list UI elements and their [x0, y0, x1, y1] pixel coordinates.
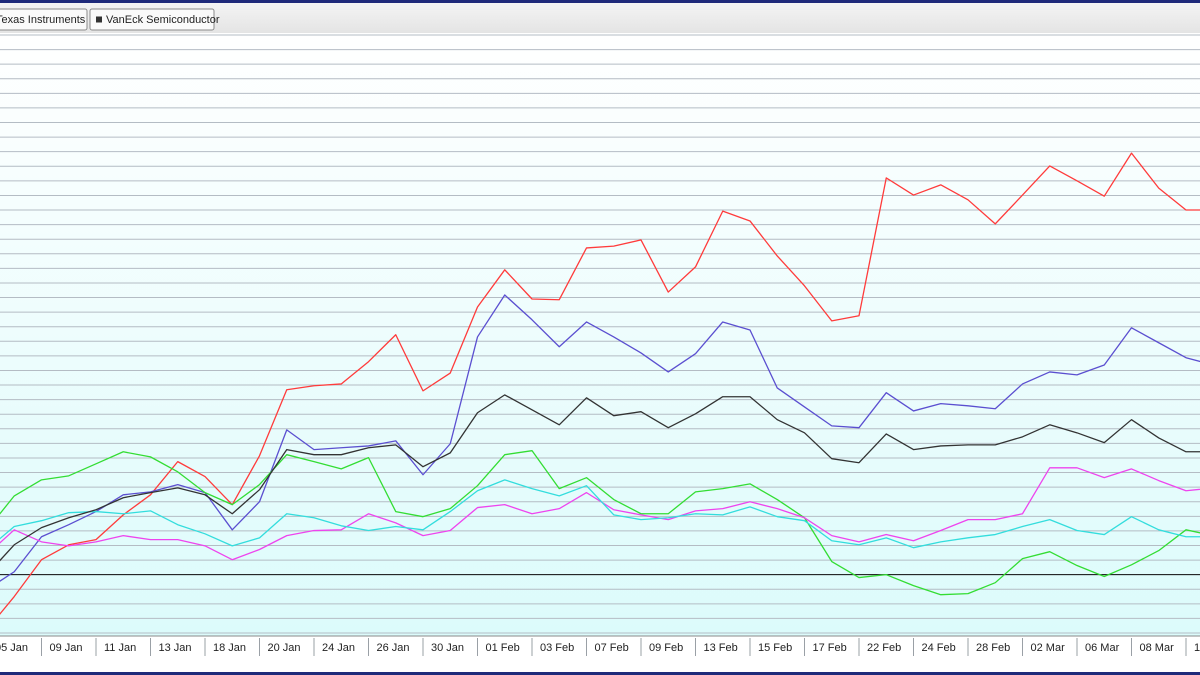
legend-button-frame[interactable] [89, 8, 215, 31]
x-tick-label: 15 Feb [758, 642, 792, 654]
x-tick-label: 17 Feb [813, 642, 847, 654]
x-tick-label: 02 Mar [1031, 642, 1066, 654]
x-tick-label: 30 Jan [431, 642, 464, 654]
x-tick-label: 22 Feb [867, 642, 901, 654]
x-tick-label: 20 Jan [268, 642, 301, 654]
bottom-border [0, 672, 1200, 675]
series-line [0, 479, 1200, 549]
x-axis: 05 Jan 09 Jan 11 Jan 13 Jan 18 Jan 20 Jan 24 J… [0, 638, 1200, 656]
legend: Texas Instruments VanEck Semiconductor [0, 8, 220, 31]
legend-button[interactable]: VanEck Semiconductor [89, 8, 220, 31]
legend-label: VanEck Semiconductor [106, 14, 220, 26]
x-tick-label: 13 Feb [704, 642, 738, 654]
series-line [0, 394, 1200, 562]
x-tick-label: 24 Jan [322, 642, 355, 654]
x-tick-label: 10 Mar [1194, 642, 1200, 654]
series-lines [0, 152, 1200, 615]
x-tick-label: 06 Mar [1085, 642, 1120, 654]
legend-label: Texas Instruments [0, 14, 86, 26]
legend-button[interactable]: Texas Instruments [0, 8, 88, 31]
x-tick-label: 05 Jan [0, 642, 28, 654]
series-line [0, 450, 1200, 596]
x-tick-label: 09 Feb [649, 642, 683, 654]
legend-button-frame[interactable] [0, 8, 88, 31]
series-line [0, 294, 1200, 582]
top-border [0, 0, 1200, 3]
plot-background [0, 33, 1200, 636]
x-tick-label: 08 Mar [1140, 642, 1175, 654]
x-tick-label: 24 Feb [922, 642, 956, 654]
x-tick-label: 13 Jan [159, 642, 192, 654]
grid [0, 34, 1200, 634]
x-tick-label: 07 Feb [595, 642, 629, 654]
x-tick-label: 09 Jan [50, 642, 83, 654]
x-tick-label: 03 Feb [540, 642, 574, 654]
series-line [0, 152, 1200, 615]
x-tick-label: 28 Feb [976, 642, 1010, 654]
x-tick-label: 18 Jan [213, 642, 246, 654]
legend-swatch [96, 16, 102, 23]
x-tick-label: 11 Jan [104, 642, 136, 654]
x-tick-label: 26 Jan [377, 642, 410, 654]
x-tick-label: 01 Feb [486, 642, 520, 654]
x-axis-band [0, 636, 1200, 672]
